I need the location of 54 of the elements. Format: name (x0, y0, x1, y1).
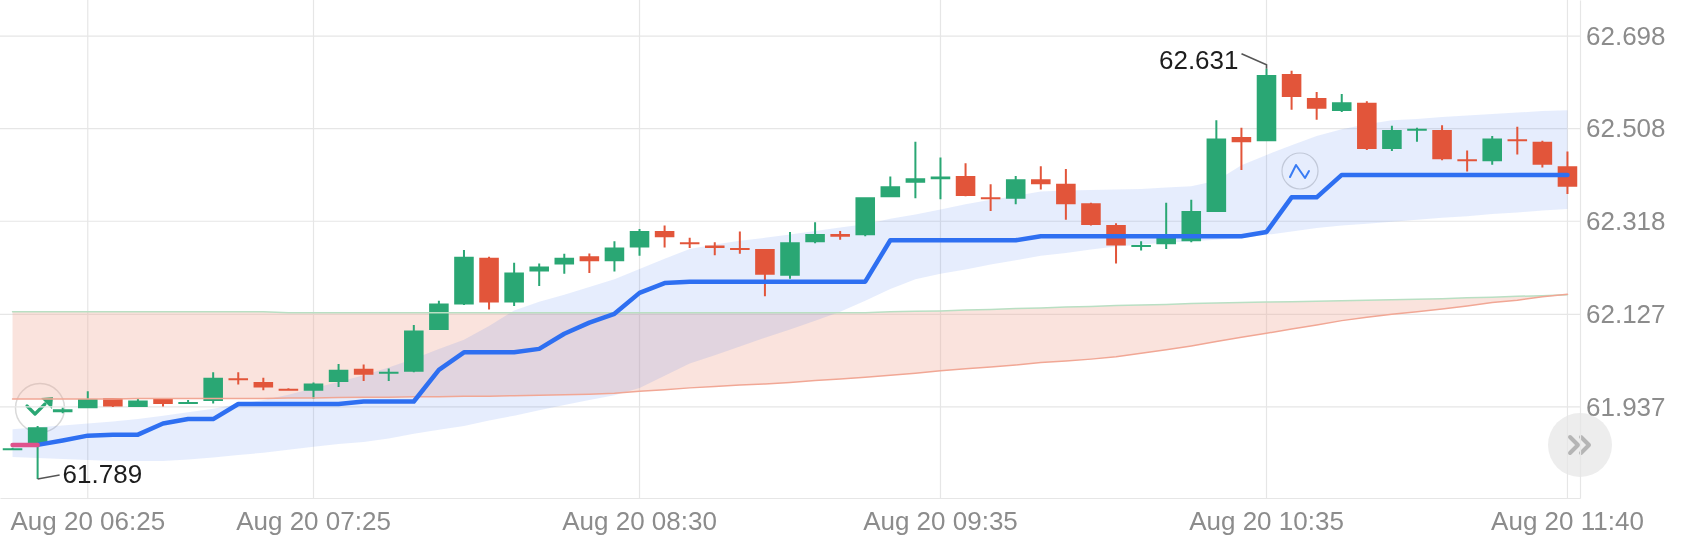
line-series (35, 172, 1570, 448)
candlestick (629, 229, 650, 256)
candlestick (1357, 101, 1377, 151)
candlestick (980, 184, 1001, 211)
candlestick (378, 368, 399, 382)
candlestick (1432, 125, 1452, 161)
line-series (11, 294, 1569, 314)
candlestick (153, 398, 173, 407)
candlestick (1331, 94, 1352, 113)
candlestick (755, 249, 775, 297)
candlestick (905, 141, 926, 199)
candlestick (780, 231, 800, 279)
candlestick (1507, 126, 1528, 155)
candlestick (930, 157, 951, 200)
candlestick (730, 231, 750, 254)
candlestick (1306, 92, 1327, 120)
candlestick (1131, 241, 1151, 251)
candlestick (1482, 135, 1502, 165)
x-tick-label: Aug 20 11:40 (1491, 506, 1644, 537)
y-tick-label: 62.318 (1586, 206, 1666, 237)
x-tick-label: Aug 20 10:35 (1189, 506, 1344, 537)
candlestick (805, 222, 825, 244)
candlestick (52, 407, 73, 414)
candlestick (1382, 125, 1402, 152)
y-tick-label: 62.508 (1586, 113, 1666, 144)
x-tick-label: Aug 20 07:25 (236, 506, 391, 537)
candlestick (479, 256, 499, 310)
candlestick (679, 237, 700, 249)
candlestick (303, 382, 324, 400)
candlestick (1081, 202, 1101, 226)
candlestick (504, 262, 524, 307)
candlestick (830, 230, 850, 240)
y-tick-label: 62.127 (1586, 299, 1666, 330)
y-tick-label: 62.698 (1586, 20, 1666, 51)
annotation: 61.789 (62, 459, 143, 489)
candlestick (278, 388, 299, 391)
candlestick (1005, 175, 1026, 205)
candlestick (404, 325, 424, 373)
candlestick (579, 253, 600, 273)
x-tick-label: Aug 20 09:35 (863, 506, 1018, 537)
candlestick (1407, 127, 1427, 142)
candlestick (178, 400, 198, 405)
candlestick (554, 253, 575, 274)
x-tick-label: Aug 20 06:25 (10, 506, 166, 537)
x-tick-label: Aug 20 08:30 (562, 506, 717, 537)
candlestick (228, 372, 249, 385)
candlestick (1031, 166, 1051, 190)
candlestick (1056, 169, 1076, 220)
candlestick (454, 249, 474, 306)
y-tick-label: 61.937 (1586, 391, 1666, 422)
candlestick (353, 364, 374, 382)
candlestick (855, 197, 876, 237)
candlestick (1457, 150, 1477, 172)
annotation: 62.631 (1158, 44, 1239, 75)
